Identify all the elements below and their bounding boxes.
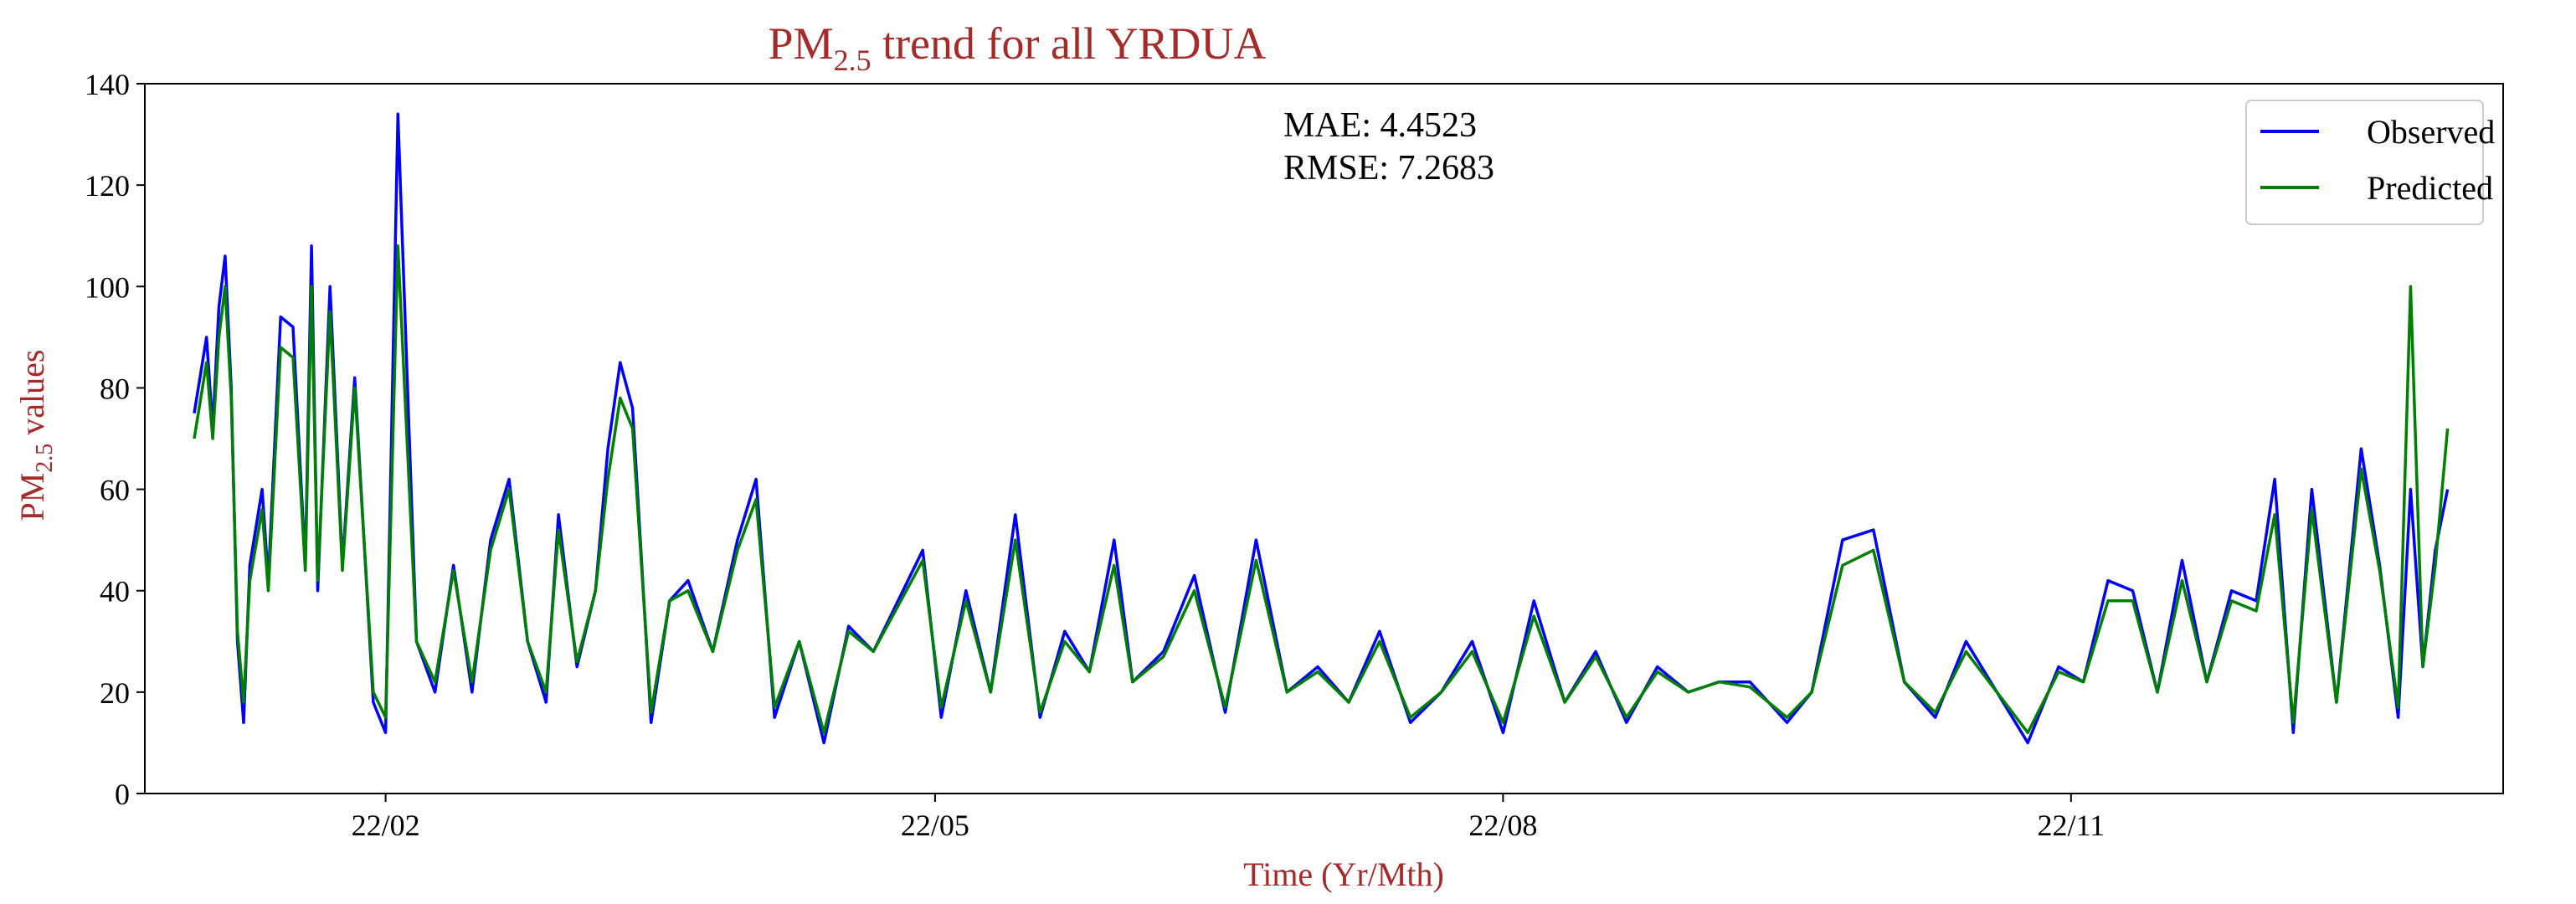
y-tick-label: 140	[85, 68, 130, 101]
x-axis-label: Time (Yr/Mth)	[1243, 855, 1444, 893]
legend-label-observed: Observed	[2367, 113, 2495, 151]
legend-label-predicted: Predicted	[2367, 169, 2493, 207]
x-tick-label: 22/11	[2037, 809, 2105, 842]
chart-title: PM2.5 trend for all YRDUA	[769, 18, 1267, 77]
series-line-predicted	[193, 244, 2450, 735]
y-tick-label: 80	[100, 372, 130, 405]
legend: Observed Predicted	[2245, 100, 2495, 225]
y-axis-label: PM2.5 values	[13, 350, 58, 521]
series-line-observed	[193, 112, 2450, 745]
x-tick-label: 22/08	[1468, 809, 1537, 842]
x-tick-label: 22/02	[352, 809, 420, 842]
mae-annotation: MAE: 4.4523	[1283, 106, 1477, 145]
rmse-annotation: RMSE: 7.2683	[1283, 149, 1494, 187]
y-tick-label: 20	[100, 676, 130, 710]
y-tick-label: 40	[100, 575, 130, 609]
y-tick-label: 100	[85, 270, 130, 304]
axis-ticks: 0 20 40 60 80 100 120 140 22/02 22/05 22/08 22/11	[85, 68, 2105, 842]
y-tick-label: 60	[100, 474, 130, 507]
y-tick-label: 0	[115, 778, 130, 811]
x-tick-label: 22/05	[901, 809, 969, 842]
y-tick-label: 120	[85, 169, 130, 203]
plot-area	[144, 83, 2504, 794]
series-lines	[193, 112, 2450, 745]
